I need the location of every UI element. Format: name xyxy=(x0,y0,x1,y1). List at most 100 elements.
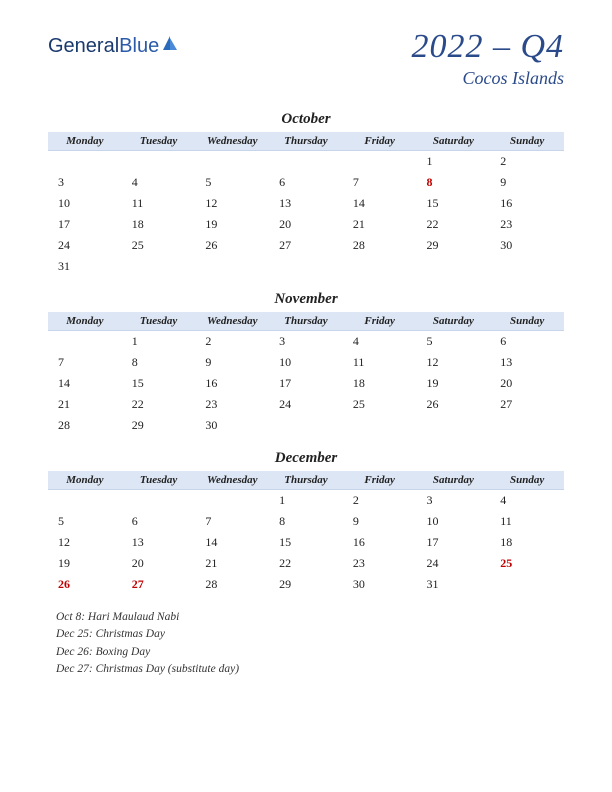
calendar-cell: 20 xyxy=(122,553,196,574)
calendar-cell xyxy=(48,490,122,512)
calendar-cell: 31 xyxy=(48,256,122,277)
calendar-cell: 27 xyxy=(490,394,564,415)
calendar-cell: 23 xyxy=(195,394,269,415)
calendar-cell xyxy=(343,256,417,277)
calendar-cell: 6 xyxy=(269,172,343,193)
month-title: November xyxy=(48,291,564,308)
calendar-cell: 23 xyxy=(343,553,417,574)
calendar-cell: 22 xyxy=(122,394,196,415)
calendar-cell: 13 xyxy=(269,193,343,214)
weekday-header: Thursday xyxy=(269,312,343,331)
calendar-cell: 3 xyxy=(48,172,122,193)
calendar-cell: 4 xyxy=(490,490,564,512)
calendar-cell: 7 xyxy=(48,352,122,373)
calendar-row: 24252627282930 xyxy=(48,235,564,256)
calendar-row: 31 xyxy=(48,256,564,277)
calendar-cell: 10 xyxy=(269,352,343,373)
calendar-cell xyxy=(48,151,122,173)
calendar-cell: 10 xyxy=(417,511,491,532)
calendar-cell: 27 xyxy=(122,574,196,595)
weekday-header: Saturday xyxy=(417,132,491,151)
calendar-row: 3456789 xyxy=(48,172,564,193)
calendar-cell: 1 xyxy=(122,331,196,353)
calendar-cell: 14 xyxy=(195,532,269,553)
calendar-cell: 3 xyxy=(417,490,491,512)
calendar-cell: 8 xyxy=(417,172,491,193)
calendar-cell: 26 xyxy=(417,394,491,415)
holiday-list: Oct 8: Hari Maulaud NabiDec 25: Christma… xyxy=(48,609,564,678)
page-title: 2022 – Q4 xyxy=(411,28,564,66)
calendar-row: 567891011 xyxy=(48,511,564,532)
calendar-cell xyxy=(417,256,491,277)
page-subtitle: Cocos Islands xyxy=(411,68,564,89)
calendar-cell: 18 xyxy=(122,214,196,235)
calendar-cell: 21 xyxy=(48,394,122,415)
calendar-cell xyxy=(269,151,343,173)
title-block: 2022 – Q4 Cocos Islands xyxy=(411,28,564,89)
calendar-row: 19202122232425 xyxy=(48,553,564,574)
logo-text-blue: Blue xyxy=(119,35,159,58)
calendar-cell: 11 xyxy=(490,511,564,532)
calendar-cell xyxy=(269,415,343,436)
calendar-cell: 2 xyxy=(195,331,269,353)
weekday-header: Sunday xyxy=(490,132,564,151)
calendar-cell: 14 xyxy=(343,193,417,214)
calendar-cell: 4 xyxy=(343,331,417,353)
calendar-cell: 22 xyxy=(269,553,343,574)
calendar-cell: 27 xyxy=(269,235,343,256)
weekday-header: Monday xyxy=(48,132,122,151)
calendar-cell: 2 xyxy=(490,151,564,173)
calendar-cell: 3 xyxy=(269,331,343,353)
calendar-cell: 31 xyxy=(417,574,491,595)
calendar-cell: 28 xyxy=(343,235,417,256)
holiday-item: Oct 8: Hari Maulaud Nabi xyxy=(56,609,564,626)
calendar-cell: 7 xyxy=(195,511,269,532)
calendar-cell: 6 xyxy=(490,331,564,353)
weekday-header: Monday xyxy=(48,471,122,490)
weekday-header: Wednesday xyxy=(195,312,269,331)
header: GeneralBlue 2022 – Q4 Cocos Islands xyxy=(48,28,564,89)
calendar-cell: 25 xyxy=(122,235,196,256)
weekday-header: Tuesday xyxy=(122,312,196,331)
calendar-table: MondayTuesdayWednesdayThursdayFridaySatu… xyxy=(48,471,564,595)
calendar-cell xyxy=(343,151,417,173)
calendar-row: 282930 xyxy=(48,415,564,436)
calendar-cell: 24 xyxy=(417,553,491,574)
weekday-header: Friday xyxy=(343,132,417,151)
logo-text-general: General xyxy=(48,35,119,58)
calendar-cell: 6 xyxy=(122,511,196,532)
calendar-row: 262728293031 xyxy=(48,574,564,595)
calendar-row: 1234 xyxy=(48,490,564,512)
calendar-cell: 24 xyxy=(269,394,343,415)
calendar-cell: 15 xyxy=(122,373,196,394)
weekday-header: Sunday xyxy=(490,312,564,331)
calendar-cell: 19 xyxy=(417,373,491,394)
calendar-cell xyxy=(343,415,417,436)
calendar-cell: 2 xyxy=(343,490,417,512)
holiday-item: Dec 25: Christmas Day xyxy=(56,626,564,643)
calendar-cell: 11 xyxy=(343,352,417,373)
weekday-header: Saturday xyxy=(417,312,491,331)
weekday-header: Monday xyxy=(48,312,122,331)
calendar-cell xyxy=(48,331,122,353)
calendar-cell: 10 xyxy=(48,193,122,214)
calendar-cell xyxy=(122,151,196,173)
calendar-cell: 12 xyxy=(195,193,269,214)
calendar-cell xyxy=(490,574,564,595)
holiday-item: Dec 27: Christmas Day (substitute day) xyxy=(56,661,564,678)
calendar-cell: 13 xyxy=(122,532,196,553)
calendar-cell: 1 xyxy=(269,490,343,512)
calendar-cell xyxy=(269,256,343,277)
calendar-cell: 21 xyxy=(343,214,417,235)
calendar-cell: 29 xyxy=(269,574,343,595)
weekday-header: Thursday xyxy=(269,471,343,490)
calendar-cell: 28 xyxy=(195,574,269,595)
calendar-row: 12131415161718 xyxy=(48,532,564,553)
calendar-cell xyxy=(122,490,196,512)
calendar-row: 123456 xyxy=(48,331,564,353)
month-title: December xyxy=(48,450,564,467)
calendar-cell: 16 xyxy=(343,532,417,553)
calendar-cell: 5 xyxy=(195,172,269,193)
calendar-cell xyxy=(417,415,491,436)
calendar-cell: 22 xyxy=(417,214,491,235)
